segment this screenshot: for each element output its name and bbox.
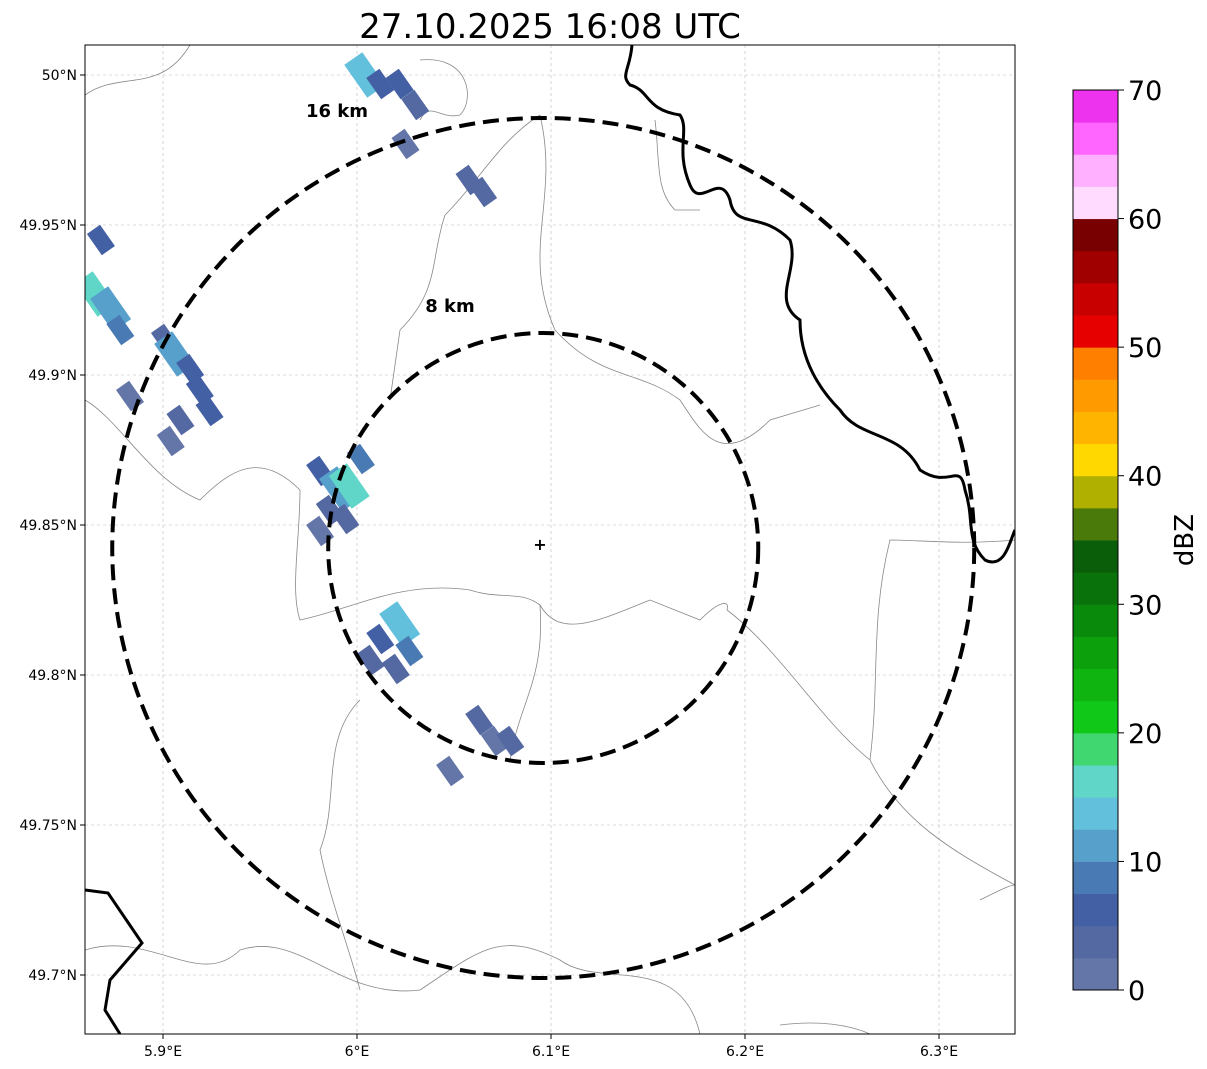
y-tick-label: 49.9°N [28, 368, 77, 384]
echo-cell [496, 725, 525, 757]
y-tick-label: 49.8°N [28, 668, 77, 684]
range-ring-16km [110, 116, 977, 980]
echo-cell [356, 644, 385, 676]
echo-cell [469, 176, 498, 208]
echo-cell [106, 314, 135, 346]
colorbar-bin [1073, 154, 1118, 187]
echo-cell [195, 395, 224, 427]
y-tick-label: 49.85°N [19, 518, 77, 534]
radar-site-marker: + [533, 535, 546, 554]
radar-echoes [85, 52, 525, 787]
colorbar-bin [1073, 507, 1118, 541]
colorbar-bin [1073, 282, 1118, 316]
y-tick-label: 49.7°N [28, 968, 77, 984]
colorbar-tick-label: 0 [1128, 976, 1145, 1007]
echo-cell [86, 224, 115, 256]
colorbar-frame [1072, 89, 1119, 991]
ring-label-16km: 16 km [306, 101, 368, 122]
colorbar-bin [1073, 572, 1118, 605]
ring-label-8km: 8 km [425, 296, 475, 317]
x-tick-label: 6°E [345, 1044, 370, 1060]
colorbar-bin [1073, 765, 1118, 798]
y-tick-label: 50°N [42, 68, 77, 84]
echo-cell [166, 404, 195, 436]
colorbar-bin [1073, 218, 1118, 252]
colorbar-bin [1073, 668, 1118, 702]
colorbar-tick-label: 50 [1128, 333, 1162, 364]
echo-cell [480, 725, 509, 757]
echo-cell [116, 380, 145, 412]
colorbar-bin [1073, 861, 1118, 895]
plot-frame [84, 44, 1016, 1035]
colorbar-bin [1073, 379, 1118, 412]
echo-cell [331, 503, 360, 535]
colorbar-tick-label: 70 [1128, 76, 1162, 107]
colorbar-tick-label: 10 [1128, 847, 1162, 878]
echo-cell [465, 704, 494, 736]
colorbar-bin [1073, 604, 1118, 637]
colorbar-bin [1073, 700, 1118, 734]
colorbar-bin [1073, 732, 1118, 766]
borders [85, 45, 1015, 1034]
x-tick-label: 6.2°E [726, 1044, 764, 1060]
echo-cell [381, 653, 410, 685]
colorbar-label: dBZ [1170, 514, 1200, 566]
colorbar-bin [1073, 636, 1118, 670]
echo-cell [395, 635, 424, 667]
colorbar-bin [1073, 443, 1118, 477]
colorbar-bin [1073, 829, 1118, 862]
colorbar: 0 10 20 30 40 50 60 70 [1072, 76, 1162, 1007]
chart-title: 27.10.2025 16:08 UTC [359, 7, 741, 47]
colorbar-bin [1073, 315, 1118, 348]
range-ring-8km [326, 331, 761, 765]
x-tick-label: 6.1°E [532, 1044, 570, 1060]
colorbar-bin [1073, 347, 1118, 380]
y-tick-label: 49.95°N [19, 218, 77, 234]
colorbar-bin [1073, 475, 1118, 509]
axis-ticks: 5.9°E 6°E 6.1°E 6.2°E 6.3°E 50°N 49.95°N 49.9°N… [19, 68, 958, 1060]
colorbar-bin [1073, 122, 1118, 155]
echo-cell [391, 128, 420, 160]
echo-cell [385, 68, 414, 100]
colorbar-bin [1073, 925, 1118, 959]
colorbar-tick-label: 60 [1128, 205, 1162, 236]
x-tick-label: 5.9°E [144, 1044, 182, 1060]
colorbar-bin [1073, 250, 1118, 284]
echo-cell [366, 68, 395, 100]
colorbar-bin [1073, 957, 1118, 991]
colorbar-bin [1073, 411, 1118, 445]
echo-cell [379, 601, 421, 647]
echo-cell [156, 425, 185, 457]
colorbar-bin [1073, 90, 1118, 123]
colorbar-bin [1073, 540, 1118, 573]
echo-cell [328, 463, 370, 509]
echo-cell [346, 443, 375, 475]
colorbar-bin [1073, 186, 1118, 220]
y-tick-label: 49.75°N [19, 818, 77, 834]
echo-cell [436, 755, 465, 787]
echo-cell [366, 623, 395, 655]
colorbar-bin [1073, 797, 1118, 830]
range-rings [110, 116, 977, 980]
colorbar-tick-label: 40 [1128, 462, 1162, 493]
colorbar-tick-label: 30 [1128, 590, 1162, 621]
country-border [85, 45, 1015, 1034]
echo-cell [401, 89, 430, 121]
colorbar-tick-label: 20 [1128, 719, 1162, 750]
x-tick-label: 6.3°E [920, 1044, 958, 1060]
colorbar-bin [1073, 893, 1118, 927]
map-layer: + 8 km 16 km [85, 45, 1015, 1034]
gridlines [85, 45, 1015, 1034]
